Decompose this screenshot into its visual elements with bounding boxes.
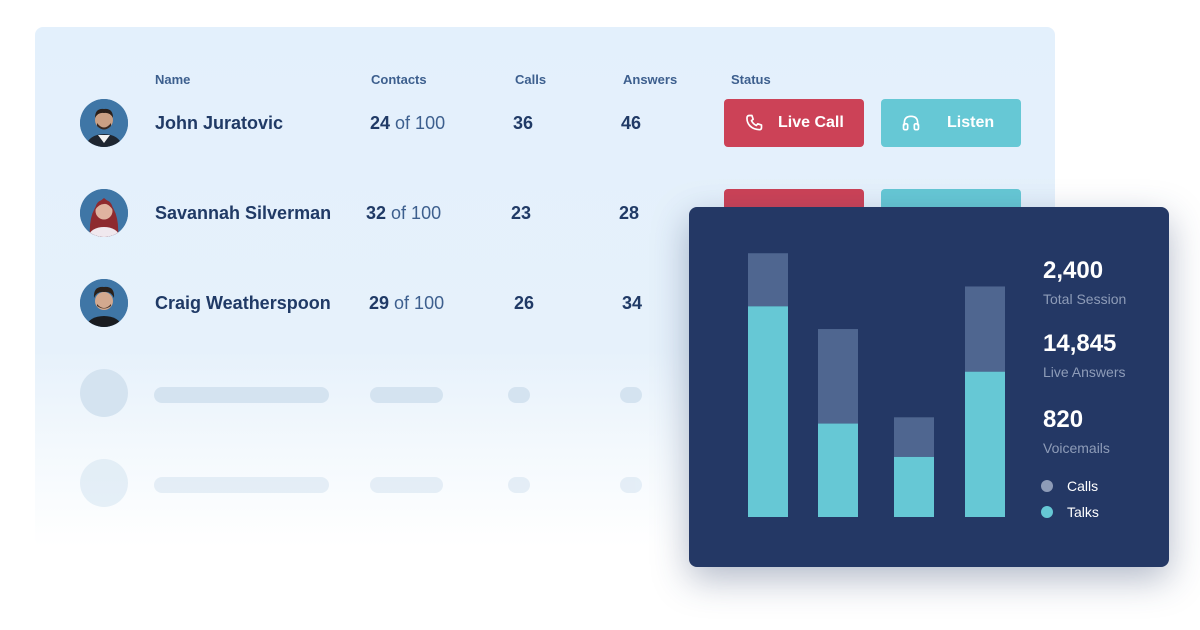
table-row[interactable]: John Juratovic 24 of 100 36 46 Live Call… <box>35 99 1055 149</box>
contacts-count: 29 of 100 <box>369 293 444 314</box>
legend-item-talks: Talks <box>1041 504 1099 520</box>
avatar-person-icon <box>80 99 128 147</box>
bar-talks-2 <box>818 423 858 517</box>
stat-total-session-label: Total Session <box>1043 291 1127 307</box>
calls-placeholder <box>508 477 530 493</box>
phone-icon <box>746 114 763 131</box>
calls-placeholder <box>508 387 530 403</box>
stat-total-session-value: 2,400 <box>1043 257 1104 284</box>
legend-dot-talks <box>1041 506 1053 518</box>
stat-live-answers-value: 14,845 <box>1043 330 1117 357</box>
contacts-count: 32 of 100 <box>366 203 441 224</box>
name-placeholder <box>154 387 329 403</box>
stats-card: 2,400 Total Session 14,845 Live Answers … <box>689 207 1169 567</box>
agent-name: Craig Weatherspoon <box>155 293 331 313</box>
bar-calls-2 <box>818 329 858 424</box>
bar-calls-4 <box>965 286 1005 372</box>
calls-count: 23 <box>511 203 532 223</box>
stacked-bar-chart <box>748 253 1005 517</box>
placeholder-row <box>35 459 1055 509</box>
table-row[interactable]: Craig Weatherspoon 29 of 100 26 34 <box>35 279 1055 329</box>
listen-button[interactable]: Listen <box>881 99 1021 147</box>
avatar <box>80 99 128 147</box>
contacts-value: 24 <box>370 113 391 133</box>
contacts-value: 32 <box>366 203 387 223</box>
contacts-total: of 100 <box>394 293 445 313</box>
bar-talks-1 <box>748 306 788 517</box>
legend-label-talks: Talks <box>1067 504 1099 520</box>
avatar-person-icon <box>80 279 128 327</box>
contacts-value: 29 <box>369 293 390 313</box>
header-calls: Calls <box>515 72 547 87</box>
contacts-total: of 100 <box>395 113 446 133</box>
bar-talks-3 <box>894 456 934 517</box>
answers-placeholder <box>620 477 642 493</box>
contacts-count: 24 of 100 <box>370 113 445 134</box>
avatar-placeholder <box>80 369 128 417</box>
contacts-placeholder <box>370 387 443 403</box>
calls-count: 36 <box>513 113 534 133</box>
contacts-placeholder <box>370 477 443 493</box>
calls-count: 26 <box>514 293 535 313</box>
stat-live-answers-label: Live Answers <box>1043 364 1126 380</box>
agent-name: Savannah Silverman <box>155 203 332 223</box>
avatar-placeholder <box>80 459 128 507</box>
contacts-total: of 100 <box>391 203 442 223</box>
live-call-label: Live Call <box>778 114 844 131</box>
legend-dot-calls <box>1041 480 1053 492</box>
live-call-button[interactable]: Live Call <box>724 99 864 147</box>
header-status: Status <box>731 72 771 87</box>
header-answers: Answers <box>623 72 678 87</box>
answers-placeholder <box>620 387 642 403</box>
avatar <box>80 189 128 237</box>
avatar <box>80 279 128 327</box>
avatar-person-icon <box>80 189 128 237</box>
bar-calls-3 <box>894 417 934 457</box>
stat-voicemails-label: Voicemails <box>1043 440 1110 456</box>
bar-talks-4 <box>965 371 1005 517</box>
header-name: Name <box>155 72 191 87</box>
answers-count: 34 <box>622 293 643 313</box>
header-contacts: Contacts <box>371 72 427 87</box>
answers-count: 46 <box>621 113 642 133</box>
name-placeholder <box>154 477 329 493</box>
headphones-icon <box>902 115 920 131</box>
legend-item-calls: Calls <box>1041 478 1098 494</box>
listen-label: Listen <box>947 114 995 131</box>
legend-label-calls: Calls <box>1067 478 1099 494</box>
answers-count: 28 <box>619 203 640 223</box>
placeholder-row <box>35 369 1055 419</box>
bar-calls-1 <box>748 253 788 307</box>
agent-name: John Juratovic <box>155 113 284 133</box>
stat-voicemails-value: 820 <box>1043 406 1084 433</box>
